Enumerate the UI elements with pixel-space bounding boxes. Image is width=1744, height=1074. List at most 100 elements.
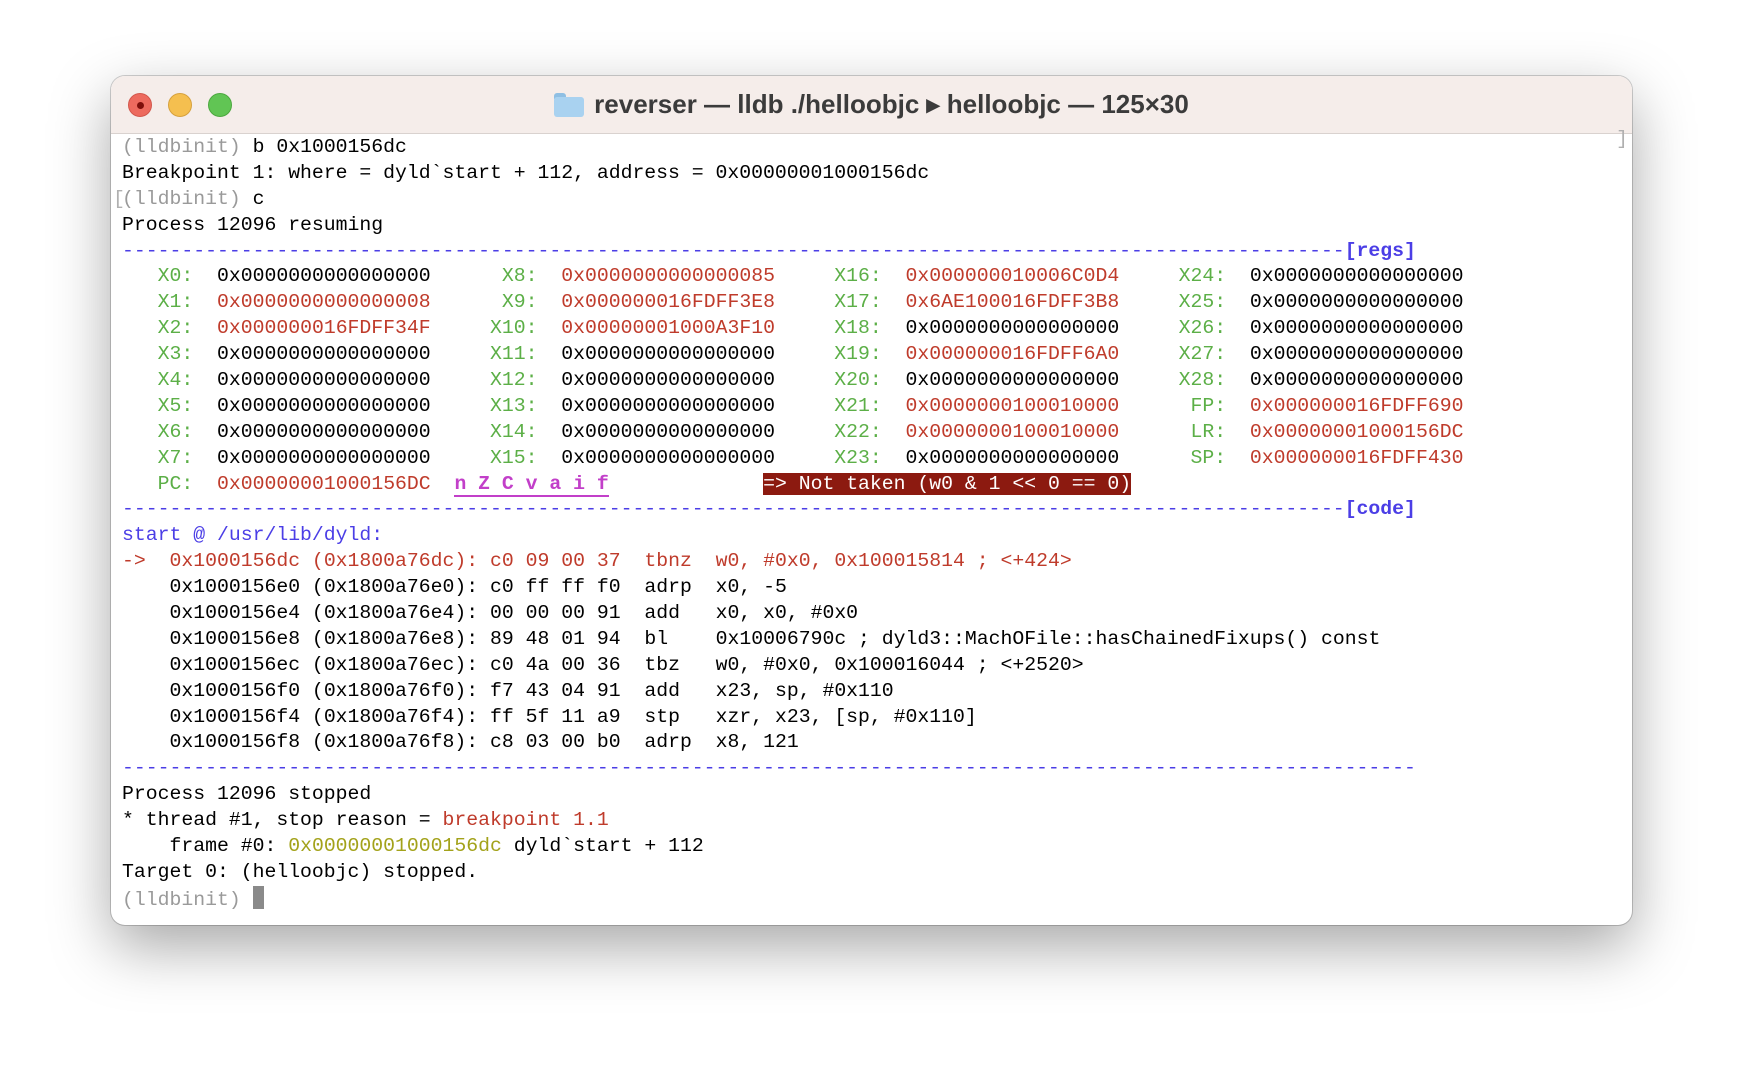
file-address: 0x1800a76e4: [323, 602, 455, 625]
mnemonic: adrp: [644, 576, 692, 599]
operands: w0, #0x0, 0x100016044 ; <+2520>: [715, 653, 1084, 676]
register-value: 0x000000016FDFF34F: [216, 317, 431, 340]
register-value: 0x0000000000000000: [216, 369, 431, 392]
zoom-button[interactable]: [208, 93, 232, 117]
register-row: X4: 0x0000000000000000 X12: 0x0000000000…: [122, 368, 1632, 394]
register-row: X3: 0x0000000000000000 X11: 0x0000000000…: [122, 342, 1632, 368]
text: [193, 265, 217, 287]
text: [241, 889, 253, 911]
indent: [122, 680, 169, 702]
operands: x0, x0, #0x0: [715, 602, 859, 625]
pc-row: PC: 0x00000001000156DC n Z C v a i f => …: [122, 472, 1632, 498]
text: [882, 317, 906, 339]
register-value: 0x0000000000000000: [561, 394, 775, 417]
prompt: (lldbinit): [122, 888, 241, 911]
text: [882, 395, 906, 417]
register-value: 0x00000001000A3F10: [561, 317, 775, 340]
output-text: Target 0: (helloobjc) stopped.: [122, 860, 479, 883]
code-separator: ----------------------------------------…: [122, 497, 1632, 523]
register-value: 0x0000000000000000: [216, 446, 431, 469]
register-name: X6:: [122, 420, 194, 443]
text: ):: [454, 705, 491, 728]
text: (: [300, 602, 324, 625]
text: [621, 654, 645, 676]
register-name: X11:: [430, 343, 538, 366]
minimize-button[interactable]: [168, 93, 192, 117]
close-button[interactable]: [128, 93, 152, 117]
register-name: FP:: [1119, 394, 1227, 417]
instruction-address: 0x1000156dc: [169, 550, 301, 573]
text: [882, 265, 906, 287]
register-name: X17:: [774, 291, 882, 314]
register-value: 0x0000000000000000: [1249, 291, 1464, 314]
mnemonic: adrp: [644, 731, 692, 754]
register-value: 0x000000016FDFF430: [1249, 446, 1464, 469]
selection-bracket: [: [113, 187, 125, 210]
prompt-line: (lldbinit): [122, 885, 1632, 912]
file-address: 0x1800a76dc: [323, 550, 455, 573]
text: [1226, 343, 1250, 365]
output-text: c: [240, 187, 265, 210]
disassembly-line: 0x1000156f8 (0x1800a76f8): c8 03 00 b0 a…: [122, 730, 1632, 756]
current-instruction-arrow: ->: [122, 550, 170, 573]
text: [882, 447, 906, 469]
text: [1226, 447, 1250, 469]
text: ):: [454, 576, 491, 599]
text: [621, 550, 645, 572]
separator-dashes: ----------------------------------------…: [122, 239, 1345, 262]
text: [1226, 265, 1250, 287]
operands: 0x10006790c ; dyld3::MachOFile::hasChain…: [715, 627, 1381, 650]
register-row: X7: 0x0000000000000000 X15: 0x0000000000…: [122, 446, 1632, 472]
output-text: Process 12096 stopped: [122, 783, 372, 806]
mnemonic: bl: [644, 627, 669, 650]
text: ):: [454, 627, 491, 650]
register-value: 0x000000010006C0D4: [905, 265, 1120, 288]
register-value: 0x0000000000000008: [216, 291, 431, 314]
output-text: Breakpoint 1: where = dyld`start + 112, …: [122, 161, 930, 184]
register-name: X15:: [430, 446, 538, 469]
regs-separator: ----------------------------------------…: [122, 239, 1632, 265]
register-name: SP:: [1119, 446, 1227, 469]
text: [621, 706, 645, 728]
text: [1226, 317, 1250, 339]
text: [193, 317, 217, 339]
register-name: X28:: [1119, 369, 1227, 392]
text: [1226, 395, 1250, 417]
stop-reason: breakpoint 1.1: [442, 809, 609, 832]
register-name: X7:: [122, 446, 194, 469]
text: [621, 731, 645, 753]
text: [193, 369, 217, 391]
operands: w0, #0x0, 0x100015814 ; <+424>: [715, 550, 1072, 573]
text: ):: [454, 679, 491, 702]
prompt: (lldbinit): [122, 136, 241, 158]
register-row: X2: 0x000000016FDFF34F X10: 0x0000000100…: [122, 316, 1632, 342]
output-line: Breakpoint 1: where = dyld`start + 112, …: [122, 161, 1632, 187]
register-name: LR:: [1119, 420, 1227, 443]
text: [1226, 421, 1250, 443]
text: ):: [454, 602, 491, 625]
register-value: 0x000000016FDFF6A0: [905, 343, 1120, 366]
output-text: * thread #1, stop reason =: [122, 809, 443, 832]
register-value: 0x000000016FDFF3E8: [561, 291, 775, 314]
terminal-output[interactable]: (lldbinit) b 0x1000156dc Breakpoint 1: wh…: [113, 135, 1632, 925]
text: [538, 317, 562, 339]
text-cursor[interactable]: [252, 885, 264, 909]
operands: x23, sp, #0x110: [715, 679, 894, 702]
file-address: 0x1800a76e8: [323, 627, 455, 650]
text: [882, 421, 906, 443]
register-name: X8:: [430, 265, 538, 288]
output-line: frame #0: 0x00000001000156dc dyld`start …: [122, 834, 1632, 860]
indent: [122, 706, 169, 728]
register-name: X12:: [430, 369, 538, 392]
instruction-bytes: c0 ff ff f0: [490, 576, 621, 599]
disassembly-line: 0x1000156e0 (0x1800a76e0): c0 ff ff f0 a…: [122, 575, 1632, 601]
text: [882, 369, 906, 391]
operands: x0, -5: [715, 576, 787, 599]
end-separator: ----------------------------------------…: [122, 756, 1632, 782]
code-location: start @ /usr/lib/dyld:: [122, 524, 384, 547]
indent: [122, 576, 169, 598]
register-row: X5: 0x0000000000000000 X13: 0x0000000000…: [122, 394, 1632, 420]
instruction-bytes: ff 5f 11 a9: [490, 705, 621, 728]
output-text: Process 12096 resuming: [122, 213, 384, 236]
disassembly-line: -> 0x1000156dc (0x1800a76dc): c0 09 00 3…: [122, 549, 1632, 575]
